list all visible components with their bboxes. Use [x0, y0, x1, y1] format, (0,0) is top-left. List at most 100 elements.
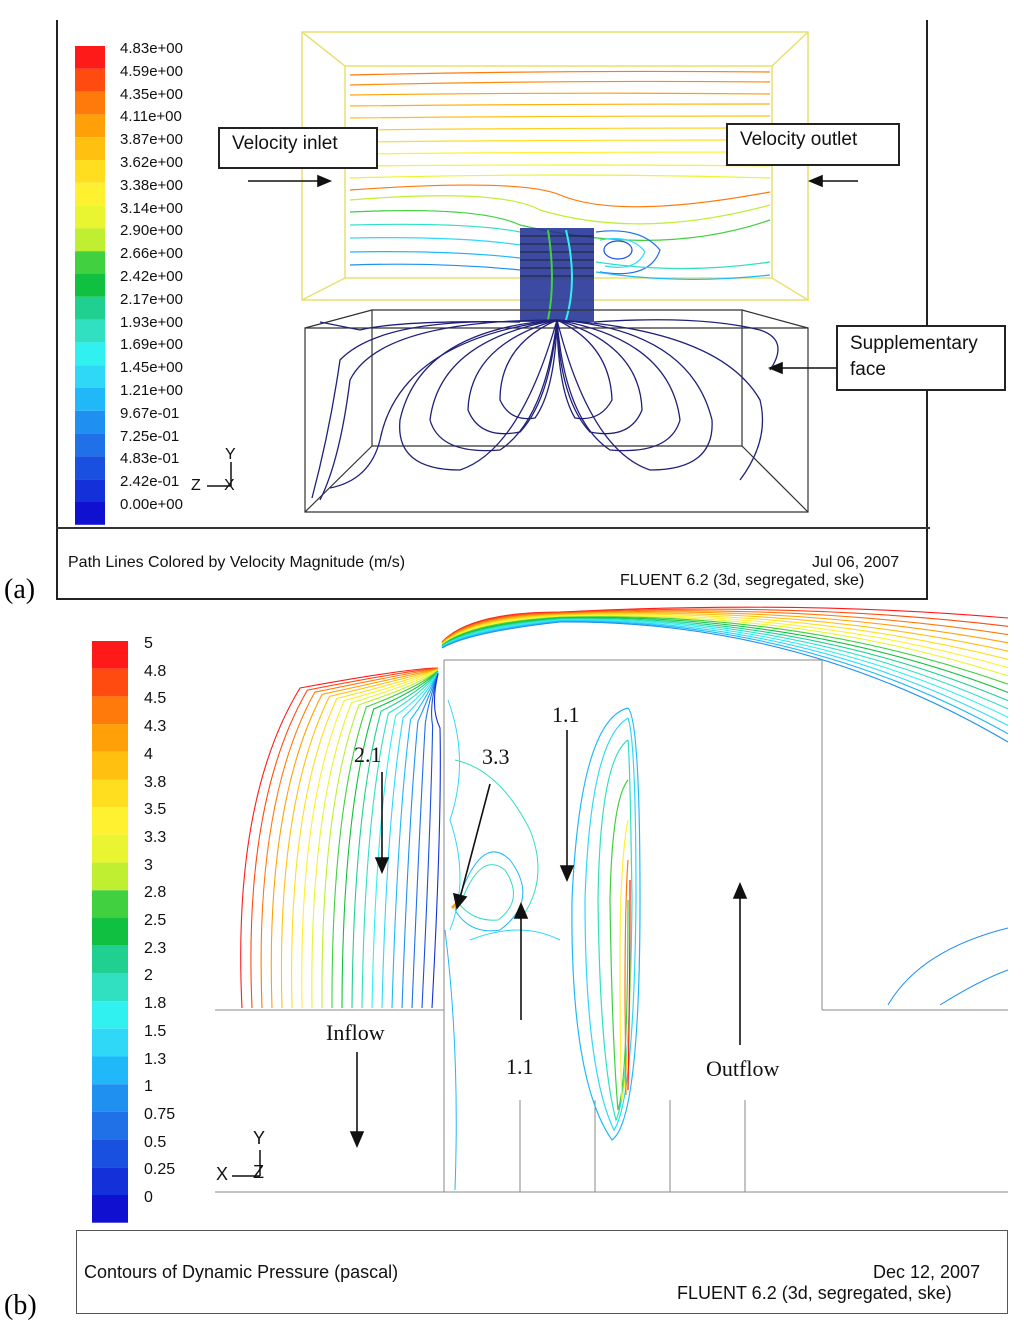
- colorbar-swatch: [75, 160, 105, 183]
- legend-value: 3.62e+00: [120, 154, 183, 171]
- contour-line: [441, 614, 1009, 669]
- colorbar-swatch: [92, 1195, 128, 1223]
- legend-value: 4.35e+00: [120, 85, 183, 103]
- legend-value: 0.75: [144, 1105, 176, 1123]
- panel-b-axis-triad: [232, 1150, 261, 1177]
- legend-value: 1: [144, 1078, 153, 1096]
- legend-value: 1.69e+00: [120, 336, 183, 354]
- legend-value: 0: [144, 1189, 153, 1206]
- panel-b-axis-z: Z: [253, 1162, 264, 1182]
- contour-line: [260, 668, 439, 1009]
- panel-b-colorbar: [92, 641, 128, 1223]
- colorbar-swatch: [92, 918, 128, 946]
- legend-value: 0.5: [144, 1133, 167, 1151]
- contour-line: [240, 667, 439, 1009]
- contour-line: [441, 616, 1009, 685]
- legend-value: 0.00e+00: [120, 496, 183, 513]
- colorbar-swatch: [75, 456, 105, 480]
- panel-b-axis-x: X: [216, 1164, 229, 1184]
- velocity-inlet-label: Velocity inlet: [232, 133, 338, 154]
- legend-value: 2.42e-01: [120, 473, 180, 491]
- legend-value: 7.25e-01: [120, 427, 180, 445]
- legend-value: 2.17e+00: [120, 290, 183, 308]
- colorbar-swatch: [75, 274, 105, 297]
- legend-value: 1.93e+00: [120, 313, 183, 331]
- legend-value: 3.3: [144, 828, 167, 846]
- colorbar-swatch: [75, 182, 105, 206]
- panel-b-outflow-label: Outflow: [706, 1056, 780, 1081]
- panel-b-annotation-3-3: 3.3: [482, 744, 510, 769]
- colorbar-swatch: [92, 945, 128, 974]
- colorbar-swatch: [75, 46, 105, 69]
- colorbar-swatch: [92, 668, 128, 697]
- panel-b-core-contours: [571, 707, 641, 1141]
- colorbar-swatch: [92, 807, 128, 835]
- panel-a-channel-box: [301, 31, 809, 301]
- contour-line: [371, 671, 439, 1009]
- legend-value: 0.25: [144, 1161, 176, 1179]
- legend-value: 4.5: [144, 690, 167, 708]
- contour-line: [391, 672, 439, 1009]
- colorbar-swatch: [75, 410, 105, 434]
- legend-value: 2.8: [144, 884, 167, 902]
- contour-line: [441, 612, 1009, 652]
- panel-b-inflow-contours: [240, 667, 441, 1009]
- contour-line: [441, 615, 1009, 677]
- legend-value: 4: [144, 745, 153, 763]
- panel-b-geometry: [215, 659, 1008, 1193]
- legend-value: 2.42e+00: [120, 268, 183, 285]
- colorbar-swatch: [75, 137, 105, 160]
- panel-b-footer-box: [76, 1230, 1008, 1314]
- contour-line: [280, 668, 439, 1009]
- panel-a-axis-z: Z: [191, 477, 201, 494]
- contour-line: [331, 670, 439, 1009]
- panel-a-axis-y: Y: [225, 446, 236, 463]
- legend-value: 4.3: [144, 718, 167, 736]
- contour-line: [311, 669, 439, 1009]
- panel-a-channel-streamlines: [349, 70, 771, 280]
- colorbar-swatch: [92, 1111, 128, 1140]
- legend-value: 1.8: [144, 995, 167, 1013]
- colorbar-swatch: [75, 68, 105, 92]
- velocity-outlet-callout: Velocity outlet: [726, 123, 900, 166]
- panel-a-axis-x: X: [224, 477, 235, 494]
- panel-b-footer-solver: FLUENT 6.2 (3d, segregated, ske): [677, 1283, 952, 1303]
- velocity-outlet-label: Velocity outlet: [740, 129, 858, 150]
- legend-value: 4.11e+00: [120, 108, 182, 126]
- panel-b-top-jet-contours: [441, 606, 1009, 743]
- contour-line: [441, 617, 1009, 693]
- contour-line: [441, 621, 1009, 743]
- colorbar-swatch: [92, 724, 128, 752]
- panel-a-frame: [56, 20, 928, 600]
- colorbar-swatch: [92, 696, 128, 725]
- panel-b-annotation-1-1-top: 1.1: [552, 702, 580, 727]
- contour-line: [401, 672, 439, 1009]
- colorbar-swatch: [92, 1139, 128, 1168]
- colorbar-swatch: [75, 319, 105, 343]
- contour-line: [341, 670, 439, 1009]
- panel-a-lower-pathlines: [311, 319, 779, 501]
- contour-line: [270, 668, 439, 1009]
- legend-value: 3.8: [144, 773, 167, 791]
- panel-b-recirculation-contours: [444, 699, 561, 1191]
- panel-a-axis-triad: [207, 462, 232, 487]
- legend-value: 1.3: [144, 1050, 167, 1068]
- legend-value: 4.83e+00: [120, 40, 183, 57]
- legend-value: 1.5: [144, 1022, 167, 1040]
- contour-line: [321, 670, 439, 1009]
- panel-b-inflow-label: Inflow: [326, 1020, 385, 1045]
- supplementary-label-line1: Supplementary: [850, 333, 978, 354]
- colorbar-swatch: [75, 479, 105, 502]
- legend-value: 2.90e+00: [120, 222, 183, 240]
- contour-line: [431, 673, 441, 1009]
- panel-b-footer-date: Dec 12, 2007: [873, 1262, 981, 1282]
- panel-a-footer-divider: [56, 527, 930, 529]
- colorbar-swatch: [92, 779, 128, 808]
- legend-value: 3.5: [144, 801, 167, 819]
- legend-value: 2: [144, 967, 153, 985]
- supplementary-face-callout: Supplementary face: [836, 325, 1006, 391]
- contour-line: [441, 620, 1009, 726]
- contour-line: [381, 672, 439, 1009]
- colorbar-swatch: [75, 342, 105, 366]
